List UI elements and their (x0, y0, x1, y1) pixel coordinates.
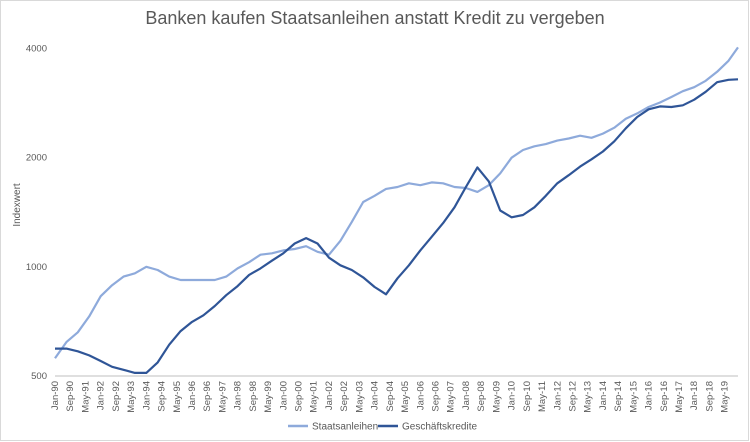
y-tick-label: 4000 (26, 44, 47, 55)
y-tick-label: 500 (31, 371, 47, 382)
x-tick-label: Jan-10 (507, 381, 518, 410)
series-lines (54, 46, 739, 374)
y-tick-label: 1000 (26, 262, 47, 273)
x-tick-label: Jan-00 (278, 381, 289, 410)
x-tick-label: May-93 (126, 381, 137, 413)
x-tick-label: Sep-92 (111, 381, 122, 412)
x-tick-label: May-91 (80, 381, 91, 413)
x-tick-label: May-17 (674, 381, 685, 413)
series-line-staatsanleihen (54, 46, 739, 359)
x-tick-label: May-07 (446, 381, 457, 413)
x-tick-label: May-11 (537, 381, 548, 412)
x-tick-label: Jan-18 (689, 381, 700, 410)
x-tick-label: Sep-02 (339, 381, 350, 412)
legend-label-staatsanleihen: Staatsanleihen (312, 422, 378, 433)
x-tick-label: Sep-06 (431, 381, 442, 412)
x-tick-label: Sep-12 (567, 381, 578, 412)
x-tick-label: Sep-14 (613, 381, 624, 412)
x-tick-labels: Jan-90 Sep-90 May-91 Jan-92 Sep-92 May-93 Jan-… (50, 381, 731, 413)
chart-title: Banken kaufen Staatsanleihen anstatt Kre… (145, 8, 605, 28)
x-tick-label: Sep-98 (248, 381, 259, 412)
x-tick-label: Sep-96 (202, 381, 213, 412)
x-tick-label: May-13 (583, 381, 594, 413)
x-tick-label: Jan-02 (324, 381, 335, 410)
x-tick-label: Jan-90 (50, 381, 61, 410)
x-tick-label: Sep-00 (294, 381, 305, 412)
legend-label-geschaeftskredite: Geschäftskredite (402, 422, 477, 433)
x-tick-label: May-09 (491, 381, 502, 413)
x-tick-label: Jan-96 (187, 381, 198, 410)
x-tick-label: May-03 (354, 381, 365, 413)
x-tick-label: Jan-08 (461, 381, 472, 410)
x-tick-label: Jan-14 (598, 381, 609, 410)
x-tick-label: Sep-94 (157, 381, 168, 412)
y-axis-title-group: Indexwert (12, 183, 23, 227)
x-tick-label: Jan-98 (233, 381, 244, 410)
series-line-geschaeftskredite (55, 78, 739, 374)
x-tick-label: Sep-08 (476, 381, 487, 412)
x-tick-label: Sep-10 (522, 381, 533, 412)
x-tick-label: Sep-04 (385, 381, 396, 412)
y-tick-labels: 500 1000 2000 4000 (26, 44, 47, 382)
x-tick-label: May-15 (628, 381, 639, 413)
x-tick-label: May-99 (263, 381, 274, 413)
y-axis-title: Indexwert (12, 183, 23, 227)
x-tick-label: Jan-06 (415, 381, 426, 410)
x-tick-label: Jan-12 (552, 381, 563, 410)
y-tick-label: 2000 (26, 153, 47, 164)
x-tick-label: May-19 (720, 381, 731, 413)
x-tick-label: Jan-92 (96, 381, 107, 410)
x-tick-label: May-01 (309, 381, 320, 413)
x-tick-label: May-95 (172, 381, 183, 413)
x-tick-label: May-97 (217, 381, 228, 413)
x-tick-label: Sep-90 (65, 381, 76, 412)
x-tick-label: May-05 (400, 381, 411, 413)
x-tick-label: Sep-16 (659, 381, 670, 412)
x-tick-label: Sep-18 (704, 381, 715, 412)
legend: Staatsanleihen Geschäftskredite (288, 422, 477, 433)
x-tick-label: Jan-16 (644, 381, 655, 410)
x-tick-label: Jan-94 (141, 381, 152, 410)
x-tick-label: Jan-04 (370, 381, 381, 410)
